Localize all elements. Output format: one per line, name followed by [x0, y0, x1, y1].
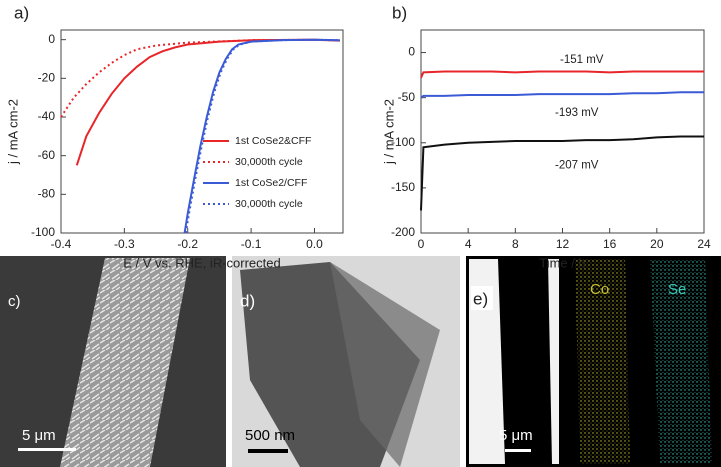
data-line: [420, 135, 704, 211]
x-tick-label: -0.4: [51, 237, 72, 251]
y-tick-label: -150: [391, 180, 415, 194]
x-tick-label: -0.2: [177, 237, 198, 251]
y-axis-label: j / mA cm-2: [5, 99, 20, 165]
scale-label: 5 μm: [499, 427, 533, 444]
y-tick-label: -80: [38, 187, 56, 201]
x-tick-label: 16: [603, 237, 617, 251]
eds-image: [466, 256, 721, 467]
legend-label: 30,000th cycle: [235, 198, 303, 210]
x-axis-label: E / V vs. RHE, iR-corrected: [123, 255, 280, 270]
scale-label: 500 nm: [245, 427, 295, 444]
data-line: [184, 38, 340, 234]
y-tick-label: 0: [48, 32, 55, 46]
data-line: [420, 91, 704, 99]
x-tick-label: 0.0: [306, 237, 323, 251]
label-box: [471, 286, 493, 310]
sem-image: [0, 256, 226, 467]
legend-label: 1st CoSe2&CFF: [235, 135, 311, 147]
plot-frame: [60, 29, 344, 234]
x-axis-label: Time / h: [539, 255, 585, 270]
x-tick-label: -0.3: [114, 237, 135, 251]
panel-label: b): [392, 3, 407, 22]
x-tick-label: 20: [650, 237, 664, 251]
legend-label: 1st CoSe2/CFF: [235, 177, 307, 189]
x-tick-label: 24: [697, 237, 711, 251]
data-line: [183, 38, 340, 234]
panel-label: d): [240, 291, 255, 310]
y-tick-label: -40: [38, 109, 56, 123]
panel-label: c): [8, 293, 21, 310]
annotation: -151 mV: [560, 54, 604, 66]
annotation: -193 mV: [555, 107, 599, 119]
scale-label: 5 μm: [22, 427, 56, 444]
y-tick-label: -60: [38, 148, 56, 162]
data-line: [75, 38, 340, 166]
data-line: [420, 70, 704, 79]
x-tick-label: 8: [512, 237, 519, 251]
panel-label: e): [473, 289, 488, 308]
x-tick-label: 12: [556, 237, 570, 251]
x-tick-label: 4: [465, 237, 472, 251]
x-tick-label: -0.1: [241, 237, 262, 251]
tem-image: [232, 256, 460, 467]
x-tick-label: 0: [418, 237, 425, 251]
y-tick-label: -50: [398, 90, 416, 104]
map-label: Se: [668, 281, 686, 298]
y-tick-label: -100: [31, 225, 55, 239]
panel-label: a): [14, 3, 29, 22]
data-line: [60, 38, 340, 118]
y-tick-label: -20: [38, 71, 56, 85]
y-tick-label: -100: [391, 135, 415, 149]
y-tick-label: 0: [408, 45, 415, 59]
map-label: Co: [590, 281, 609, 298]
annotation: -207 mV: [555, 159, 599, 171]
y-tick-label: -200: [391, 225, 415, 239]
legend-label: 30,000th cycle: [235, 156, 303, 168]
y-axis-label: j / mA cm-2: [381, 99, 396, 165]
